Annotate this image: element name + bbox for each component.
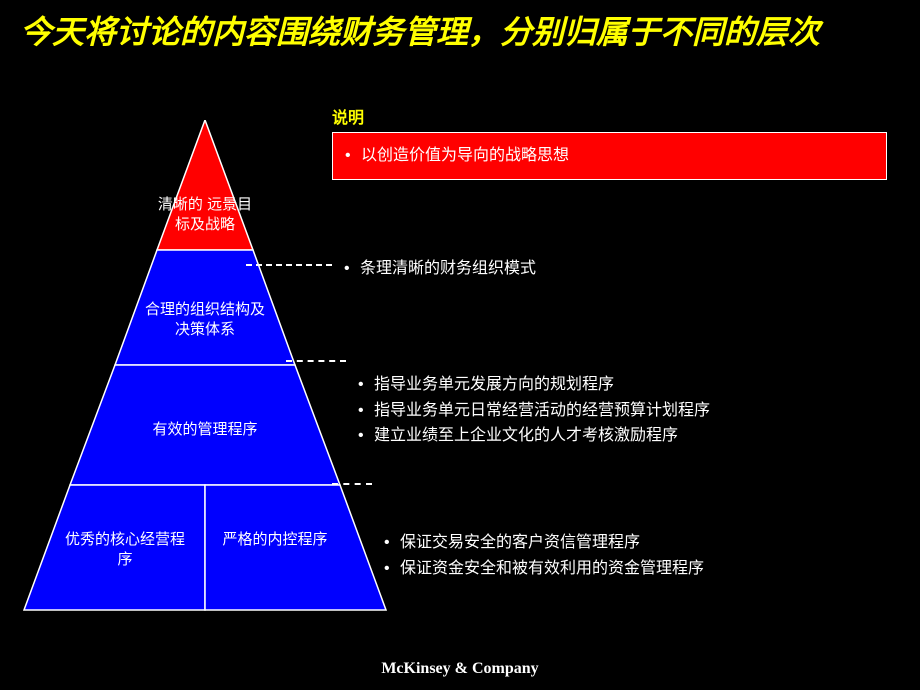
description-item: 指导业务单元日常经营活动的经营预算计划程序 (358, 398, 889, 424)
connector-4 (332, 483, 372, 485)
description-item: 以创造价值为导向的战略思想 (345, 143, 874, 169)
pyramid-label-3: 有效的管理程序 (110, 420, 300, 440)
description-list-3: 指导业务单元发展方向的规划程序 指导业务单元日常经营活动的经营预算计划程序 建立… (358, 372, 889, 449)
description-list-4: 保证交易安全的客户资信管理程序 保证资金安全和被有效利用的资金管理程序 (384, 530, 880, 581)
description-box-2: 条理清晰的财务组织模式 (332, 246, 887, 292)
description-item: 保证交易安全的客户资信管理程序 (384, 530, 880, 556)
pyramid-label-4a: 优秀的核心经营程序 (65, 530, 185, 569)
connector-3 (286, 360, 346, 362)
description-item: 建立业绩至上企业文化的人才考核激励程序 (358, 423, 889, 449)
footer-logo: McKinsey & Company (0, 660, 920, 678)
pyramid-label-4b: 严格的内控程序 (215, 530, 335, 550)
description-item: 指导业务单元发展方向的规划程序 (358, 372, 889, 398)
pyramid-label-1: 清晰的 远景目标及战略 (155, 195, 255, 234)
description-box-1: 以创造价值为导向的战略思想 (332, 132, 887, 180)
description-list-1: 以创造价值为导向的战略思想 (345, 143, 874, 169)
pyramid-label-2: 合理的组织结构及决策体系 (140, 300, 270, 339)
description-item: 条理清晰的财务组织模式 (344, 256, 875, 282)
description-box-4: 保证交易安全的客户资信管理程序 保证资金安全和被有效利用的资金管理程序 (372, 520, 892, 591)
slide-title: 今天将讨论的内容围绕财务管理，分别归属于不同的层次 (20, 12, 900, 54)
connector-2 (246, 264, 332, 266)
description-list-2: 条理清晰的财务组织模式 (344, 256, 875, 282)
description-item: 保证资金安全和被有效利用的资金管理程序 (384, 556, 880, 582)
slide: 今天将讨论的内容围绕财务管理，分别归属于不同的层次 说明 清晰的 远景目标及战略… (0, 0, 920, 690)
description-box-3: 指导业务单元发展方向的规划程序 指导业务单元日常经营活动的经营预算计划程序 建立… (346, 362, 901, 459)
